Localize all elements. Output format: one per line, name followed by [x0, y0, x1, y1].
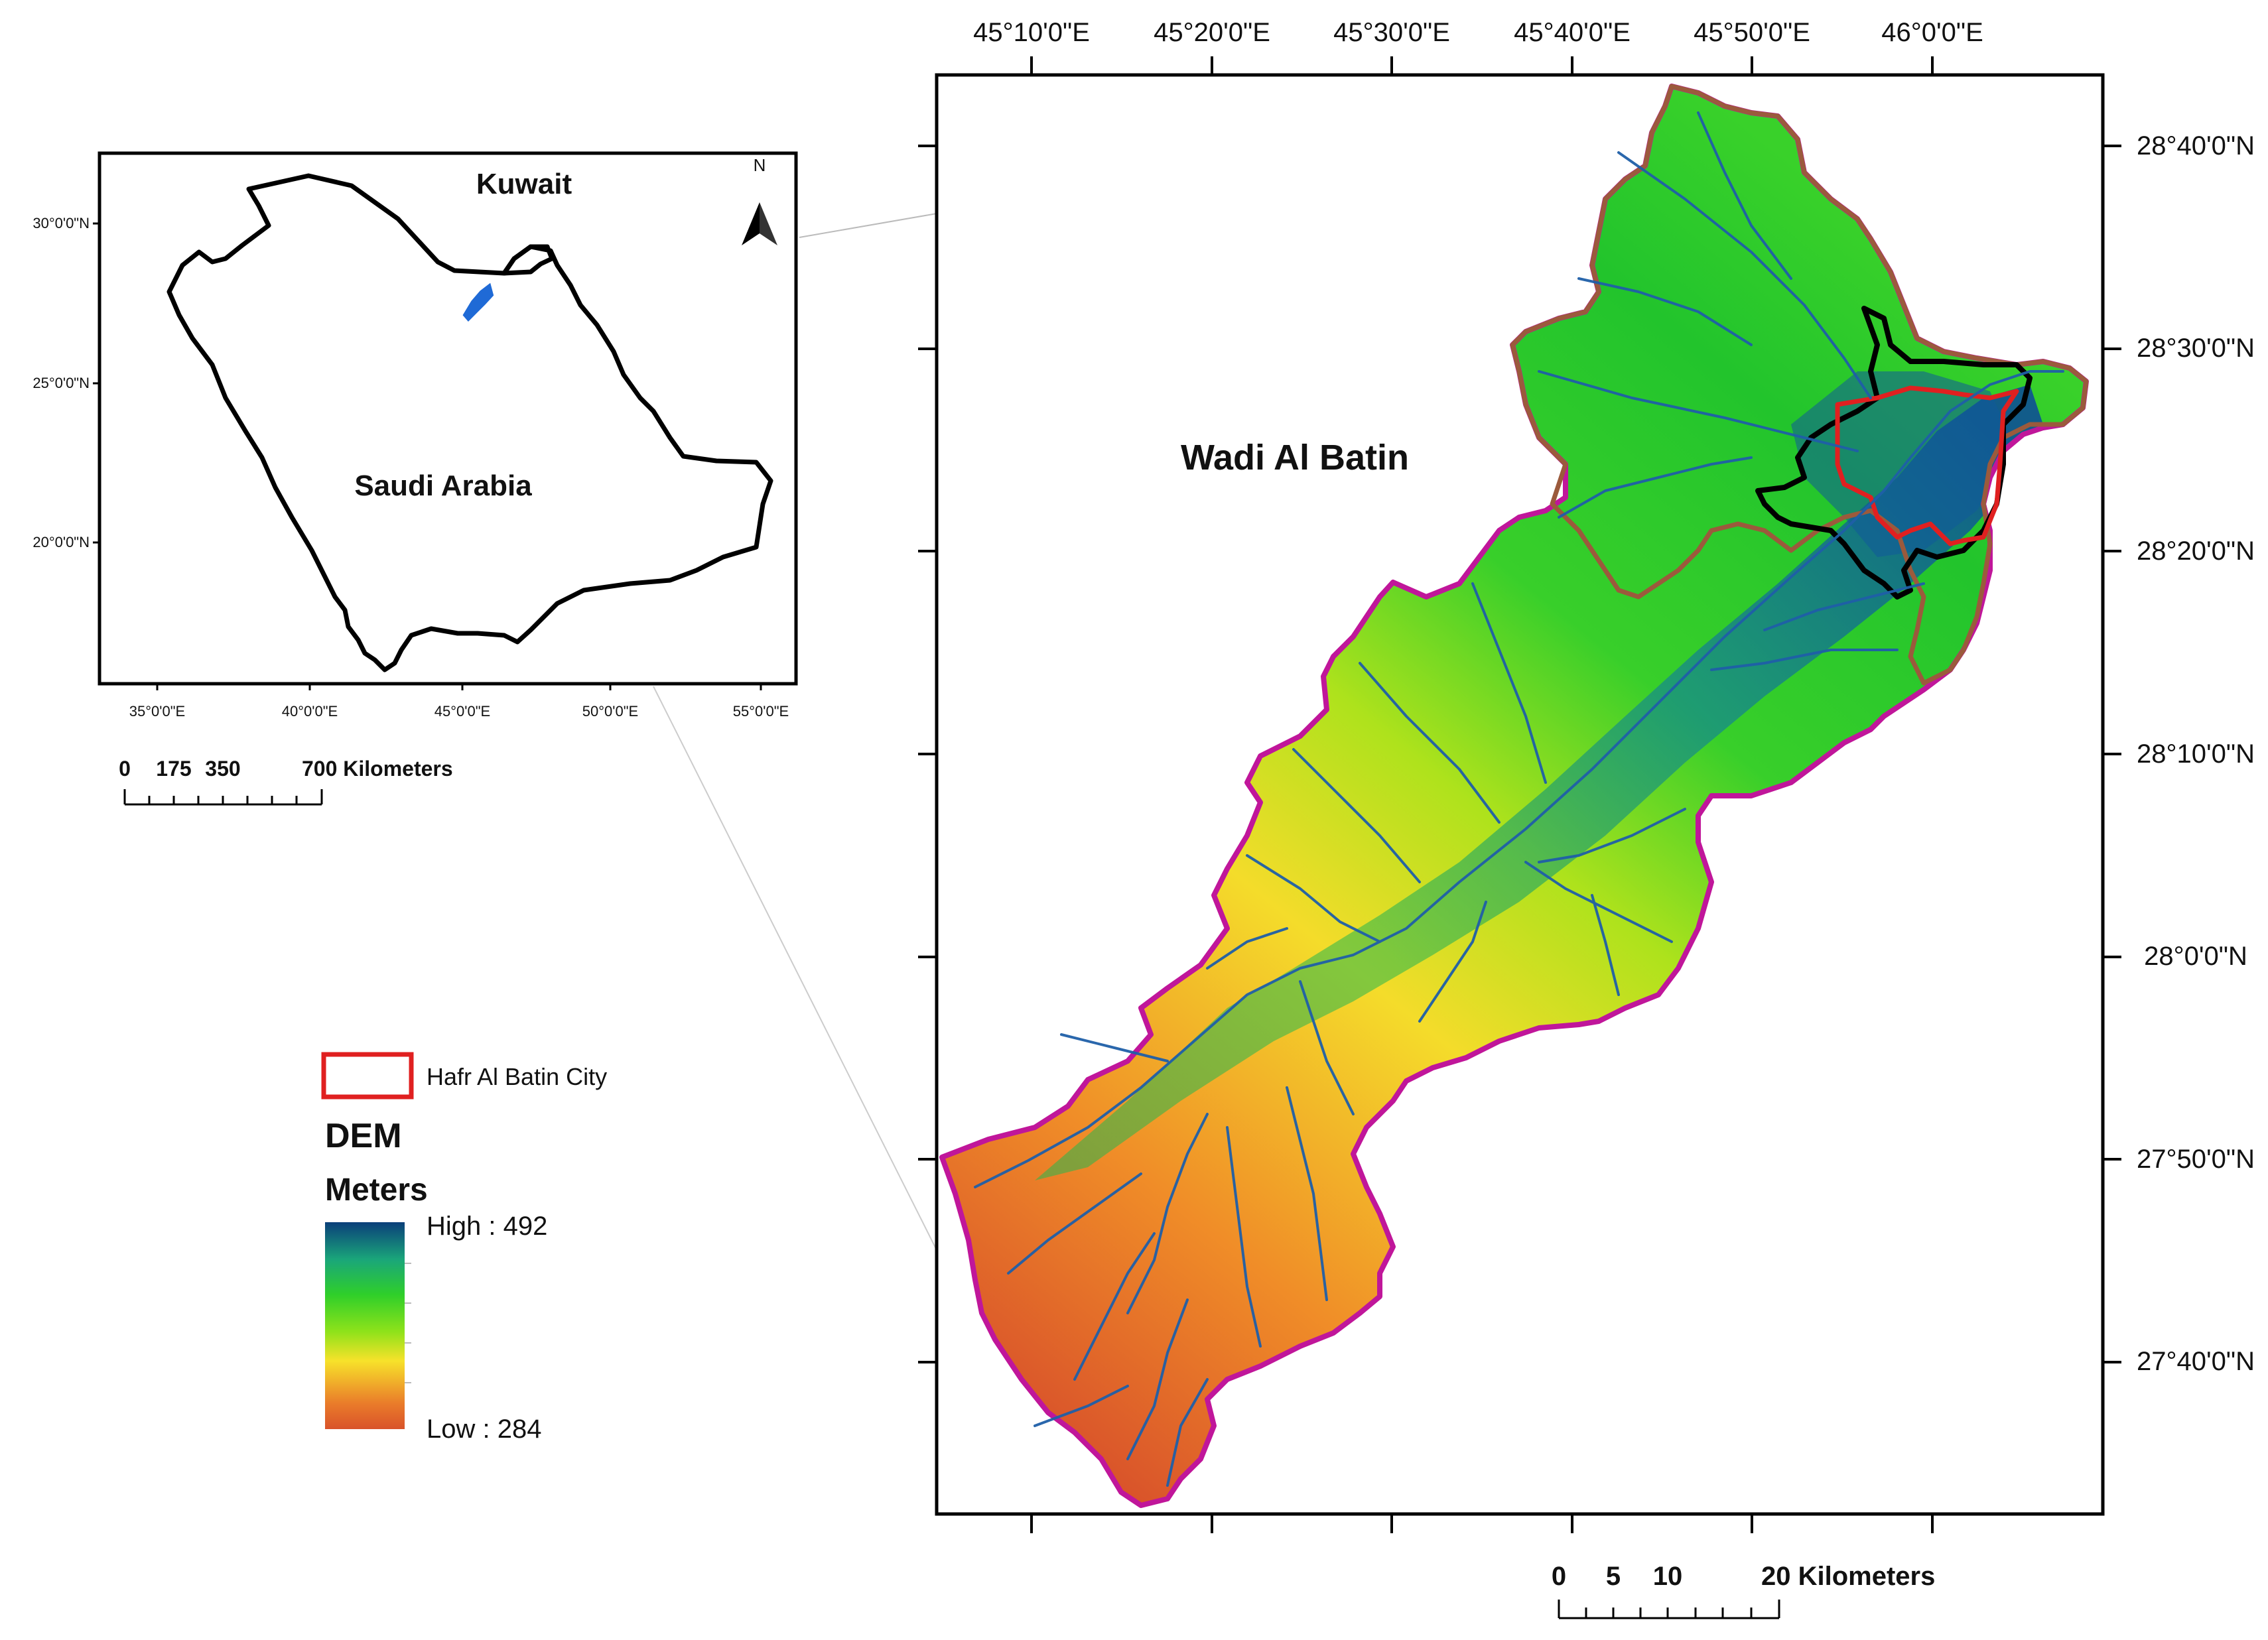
lat-label-right: 28°0'0"N: [2144, 942, 2247, 971]
inset-scale-label: 700 Kilometers: [302, 757, 453, 781]
inset-scale-label: 175: [156, 757, 191, 781]
lon-label-top: 46°0'0"E: [1881, 18, 1983, 47]
lat-label-right: 27°50'0"N: [2137, 1145, 2255, 1174]
subbasin-outline: [1510, 84, 2089, 686]
lat-label-right: 28°40'0"N: [2137, 131, 2255, 160]
legend-high-label: High : 492: [427, 1212, 547, 1241]
inset-scale-label: 350: [205, 757, 240, 781]
lon-label-top: 45°40'0"E: [1514, 18, 1631, 47]
lon-label-top: 45°30'0"E: [1333, 18, 1450, 47]
connector-line: [653, 686, 937, 1251]
inset-lon-label: 45°0'0"E: [434, 703, 490, 720]
main-scale-bar: 0 5 10 20 Kilometers: [1552, 1562, 1935, 1619]
north-label: N: [754, 155, 766, 175]
legend: Hafr Al Batin City DEM Meters High : 492…: [321, 1052, 607, 1444]
legend-units: Meters: [325, 1172, 428, 1208]
main-map: Wadi Al Batin 45°10'0"E 45°20'0"E 45°30'…: [918, 18, 2255, 1619]
city-outline: [1835, 385, 2019, 546]
lon-label-top: 45°50'0"E: [1694, 18, 1810, 47]
legend-city-swatch: [321, 1052, 414, 1100]
north-arrow-icon: N: [742, 155, 777, 245]
inset-lon-label: 35°0'0"E: [129, 703, 185, 720]
top-lon-ticks: [1030, 56, 1934, 75]
inset-lon-label: 50°0'0"E: [582, 703, 638, 720]
lat-label-right: 28°10'0"N: [2137, 739, 2255, 769]
left-lat-ticks: [918, 145, 937, 1363]
main-scale-label: 10: [1653, 1562, 1683, 1591]
district-outline: [1755, 306, 2033, 599]
legend-dem-title: DEM: [325, 1117, 402, 1155]
inset-frame: [98, 151, 798, 686]
inset-lat-label: 20°0'0"N: [33, 534, 90, 550]
inset-scale-label: 0: [119, 757, 131, 781]
main-map-title: Wadi Al Batin: [1181, 438, 1409, 477]
lat-label-right: 27°40'0"N: [2137, 1347, 2255, 1376]
legend-city-label: Hafr Al Batin City: [427, 1063, 607, 1090]
lat-label-right: 28°20'0"N: [2137, 536, 2255, 566]
inset-lon-ticks: [156, 684, 762, 690]
lon-label-top: 45°20'0"E: [1154, 18, 1270, 47]
lat-label-right: 28°30'0"N: [2137, 334, 2255, 363]
basin-location-marker: [462, 283, 494, 322]
lon-label-top: 45°10'0"E: [973, 18, 1090, 47]
connector-line: [799, 213, 937, 238]
inset-scale-bar: 0 175 350 700 Kilometers: [119, 757, 453, 806]
inset-lat-label: 25°0'0"N: [33, 375, 90, 391]
kuwait-outline: [501, 244, 555, 276]
inset-lat-ticks: [93, 222, 100, 544]
inset-lon-label: 40°0'0"E: [282, 703, 338, 720]
inset-lat-label: 30°0'0"N: [33, 215, 90, 231]
stream-network: [974, 111, 2064, 1487]
main-scale-label: 5: [1606, 1562, 1621, 1591]
kuwait-label: Kuwait: [476, 168, 572, 200]
saudi-arabia-outline: [167, 173, 773, 672]
saudi-arabia-label: Saudi Arabia: [354, 470, 532, 502]
legend-low-label: Low : 284: [427, 1415, 541, 1444]
main-scale-label: 20 Kilometers: [1761, 1562, 1935, 1591]
main-scale-label: 0: [1552, 1562, 1566, 1591]
legend-color-ramp: [325, 1222, 405, 1429]
right-lat-ticks: [2103, 145, 2121, 1363]
inset-map: N Kuwait Saudi Arabia 30°0'0"N 25°0'0"N …: [33, 151, 798, 806]
inset-lon-label: 55°0'0"E: [733, 703, 789, 720]
bottom-lon-ticks: [1030, 1514, 1934, 1533]
